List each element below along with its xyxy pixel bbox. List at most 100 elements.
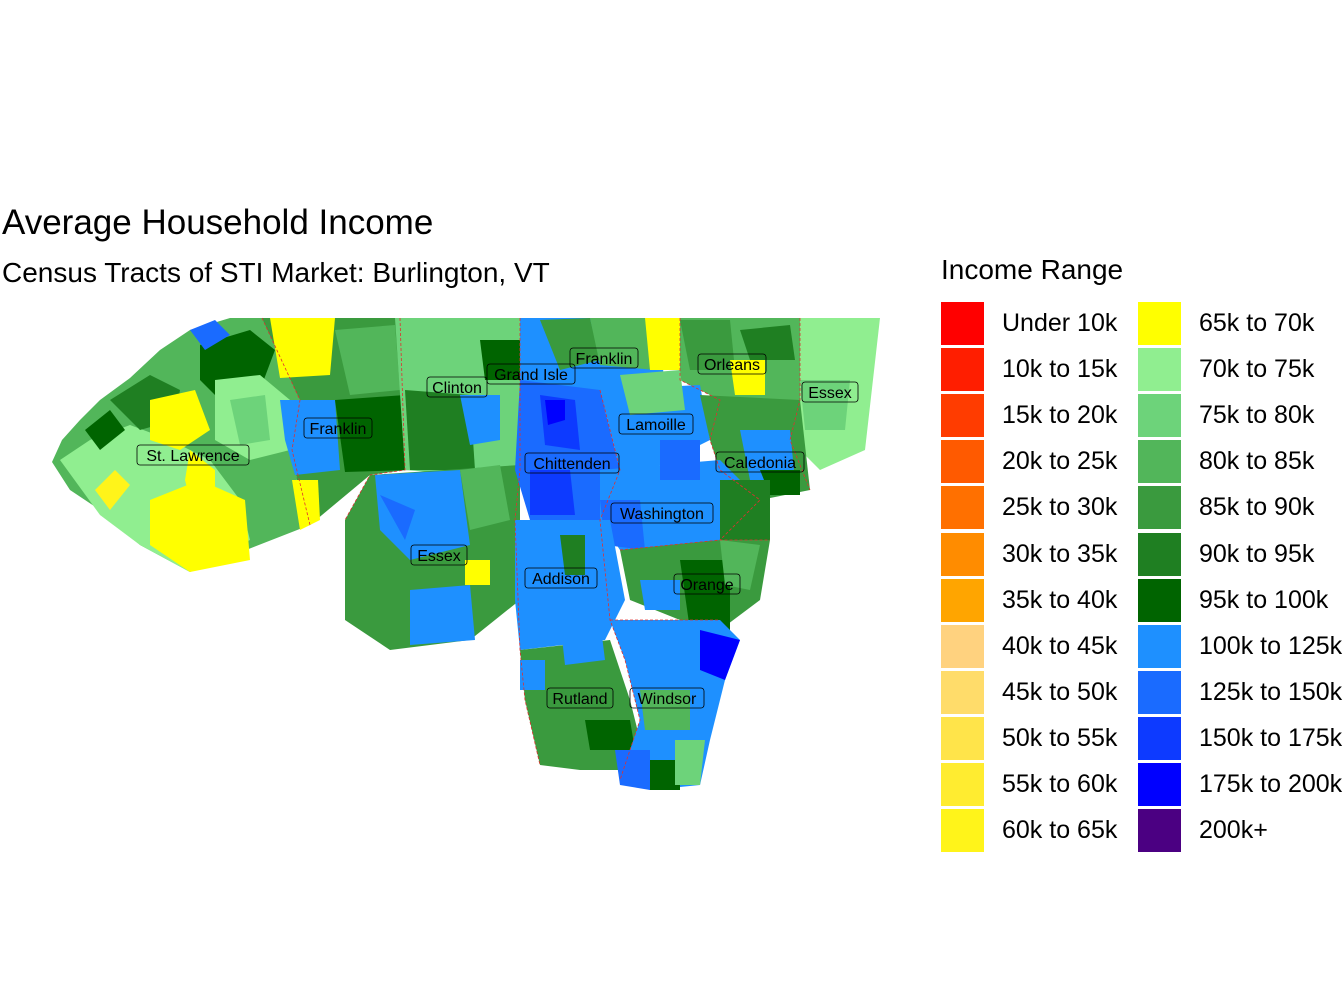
tract — [150, 480, 250, 572]
tract — [460, 465, 510, 530]
county-label-addison: Addison — [524, 567, 598, 589]
tract — [292, 480, 320, 530]
tract — [335, 395, 410, 472]
legend-label: 95k to 100k — [1199, 585, 1329, 614]
tract — [650, 760, 680, 790]
legend-item: 70k to 75k — [1138, 347, 1344, 392]
legend-swatch — [1138, 348, 1181, 392]
county-label-text: Washington — [620, 506, 704, 523]
legend-item: 40k to 45k — [941, 624, 1151, 668]
legend-swatch — [1138, 578, 1181, 622]
tract — [85, 410, 125, 450]
tract — [540, 318, 600, 370]
county-label-st-lawrence: St. Lawrence — [136, 444, 250, 466]
tract — [480, 340, 520, 380]
county-label-text: Rutland — [552, 691, 607, 708]
legend-item: 15k to 20k — [941, 393, 1151, 438]
county-label-clinton: Clinton — [426, 376, 488, 398]
legend-swatch — [1138, 763, 1181, 806]
tract — [335, 325, 400, 395]
tract — [460, 395, 500, 445]
county-label-text: Caledonia — [724, 455, 796, 472]
legend-swatch — [941, 578, 984, 622]
tract — [720, 540, 760, 590]
legend-label: 100k to 125k — [1199, 631, 1343, 660]
county-label-windsor: Windsor — [629, 687, 705, 709]
tract — [375, 470, 470, 560]
tract — [590, 318, 655, 370]
tract — [640, 690, 690, 730]
tract — [585, 720, 635, 750]
legend-item: 75k to 80k — [1138, 393, 1344, 438]
legend-item: 60k to 65k — [941, 808, 1151, 853]
legend-item: 100k to 125k — [1138, 624, 1344, 668]
county-label-text: Clinton — [432, 380, 482, 397]
legend-swatch — [941, 763, 984, 806]
county-label-text: Chittenden — [533, 456, 610, 473]
legend-swatch — [941, 670, 984, 714]
map-title: Average Household Income — [2, 203, 434, 242]
county-borders — [261, 317, 811, 781]
legend-swatch — [1138, 670, 1181, 714]
county-label-orleans: Orleans — [697, 353, 767, 375]
county-label-franklin-ny: Franklin — [303, 417, 373, 439]
county-label-orange: Orange — [673, 573, 741, 595]
legend-label: 40k to 45k — [1002, 631, 1118, 660]
county-label-rutland: Rutland — [546, 687, 614, 709]
county-label-grand-isle: Grand Isle — [486, 363, 576, 385]
legend-label: 45k to 50k — [1002, 677, 1118, 706]
tract — [520, 660, 545, 690]
county-label-washington: Washington — [610, 502, 714, 524]
legend-label: 15k to 20k — [1002, 401, 1118, 430]
legend-label: 150k to 175k — [1199, 723, 1343, 752]
tract — [405, 390, 475, 470]
tract — [95, 470, 130, 510]
county-label-text: Franklin — [310, 421, 367, 438]
tract — [280, 400, 340, 475]
county-labels: Franklin Grand Isle Clinton Orleans Esse… — [136, 347, 859, 709]
legend-item: 85k to 90k — [1138, 485, 1344, 530]
legend-label: 35k to 40k — [1002, 585, 1118, 614]
tract — [680, 320, 735, 370]
legend-item: 45k to 50k — [941, 670, 1151, 714]
legend-item: 95k to 100k — [1138, 578, 1344, 622]
tract — [410, 585, 475, 645]
legend-label: 65k to 70k — [1199, 309, 1315, 337]
legend-swatch — [1138, 624, 1181, 668]
legend-swatch — [941, 716, 984, 760]
legend-swatch — [1138, 532, 1181, 576]
legend-swatch — [1138, 302, 1181, 345]
legend-swatch — [941, 486, 984, 530]
tract — [740, 325, 795, 360]
legend-item: 80k to 85k — [1138, 439, 1344, 484]
legend-swatch — [1138, 716, 1181, 760]
legend-label: 10k to 15k — [1002, 355, 1118, 384]
legend-item: 90k to 95k — [1138, 532, 1344, 576]
legend-item: 30k to 35k — [941, 532, 1151, 576]
legend-label: 60k to 65k — [1002, 816, 1118, 845]
legend-label: 70k to 75k — [1199, 355, 1315, 384]
legend-label: 20k to 25k — [1002, 447, 1118, 476]
tract — [560, 535, 585, 575]
county-label-text: Grand Isle — [494, 367, 568, 384]
county-label-text: Windsor — [638, 691, 697, 708]
legend-item: 175k to 200k — [1138, 762, 1344, 806]
county-label-essex-ny: Essex — [410, 544, 468, 566]
legend-swatch — [1138, 440, 1181, 484]
county-label-text: Addison — [532, 571, 590, 588]
tract — [680, 560, 730, 630]
county-label-caledonia: Caledonia — [715, 451, 805, 473]
county-label-text: Essex — [808, 385, 852, 402]
legend-swatch — [941, 532, 984, 576]
legend-item: 50k to 55k — [941, 716, 1151, 760]
legend-item: 35k to 40k — [941, 578, 1151, 622]
county-label-essex-vt: Essex — [801, 381, 859, 403]
legend-label: 85k to 90k — [1199, 493, 1315, 522]
tract — [720, 480, 770, 545]
tract — [465, 560, 490, 585]
legend-swatch — [941, 440, 984, 484]
tract — [640, 580, 680, 610]
tract — [620, 370, 685, 415]
legend-label: 25k to 30k — [1002, 493, 1118, 522]
legend-label: Under 10k — [1002, 309, 1118, 337]
